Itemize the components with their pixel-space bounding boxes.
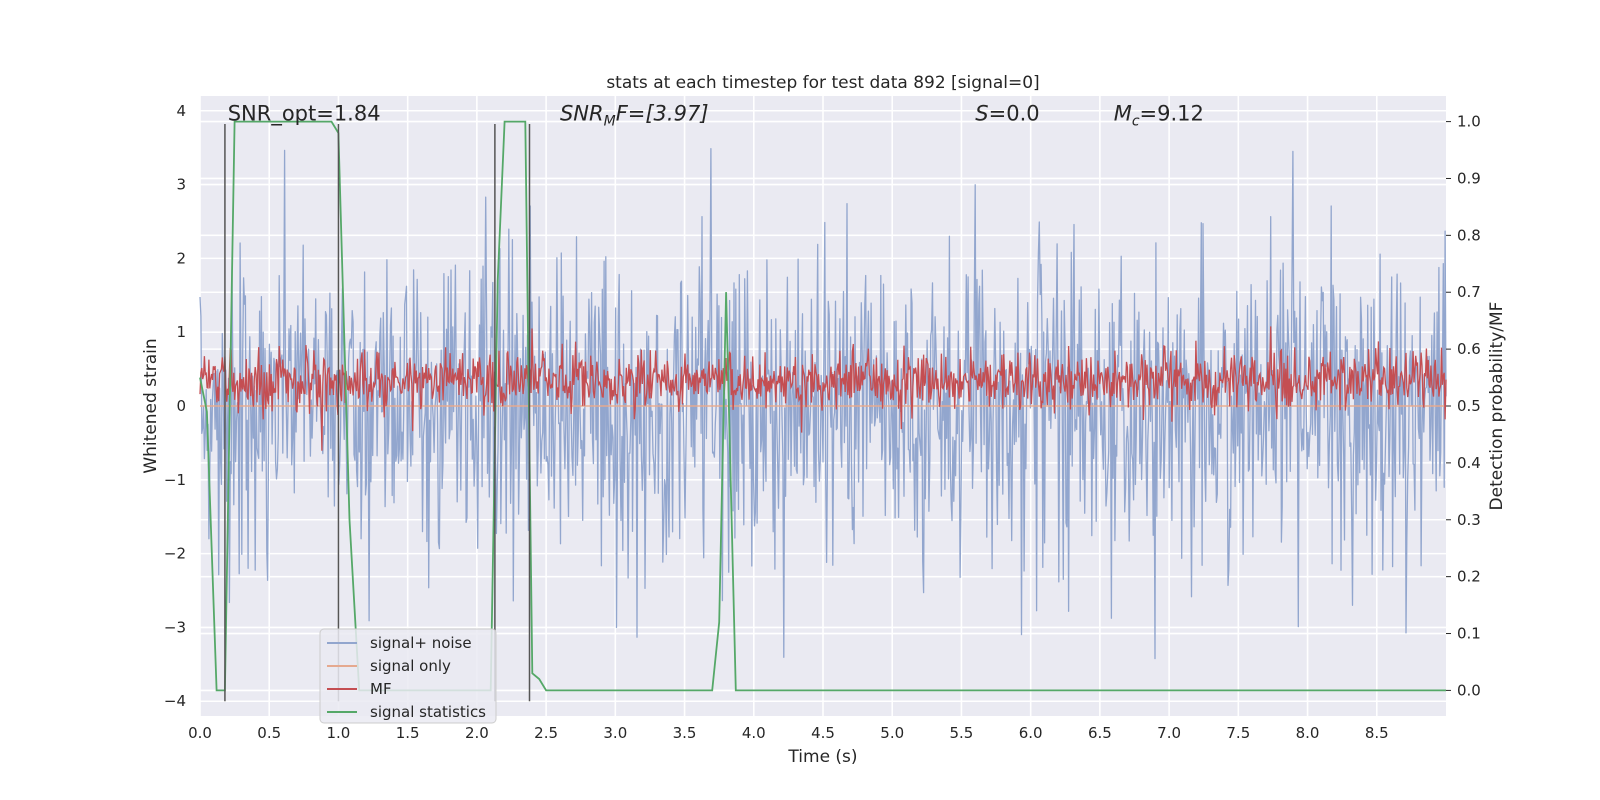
y-tick-label-right: 0.8 [1457, 226, 1481, 244]
annotation-text: SNRMF=[3.97] [560, 101, 709, 129]
legend-box [319, 628, 497, 724]
x-tick-label: 2.0 [465, 724, 489, 742]
y-tick-label-left: 2 [176, 249, 186, 267]
y-tick-label-right: 0.0 [1457, 681, 1481, 699]
x-tick-label: 6.0 [1019, 724, 1043, 742]
x-tick-label: 3.5 [673, 724, 697, 742]
x-tick-label: 4.5 [811, 724, 835, 742]
x-tick-label: 3.0 [603, 724, 627, 742]
annotation-tail: =0.0 [989, 101, 1040, 125]
y-tick-label-right: 0.4 [1457, 454, 1481, 472]
chart-title: stats at each timestep for test data 892… [606, 73, 1039, 93]
x-axis-label: Time (s) [787, 747, 857, 767]
y-tick-label-left: 1 [176, 323, 186, 341]
x-tick-label: 5.5 [950, 724, 974, 742]
x-tick-label: 8.5 [1365, 724, 1389, 742]
y-tick-label-right: 0.7 [1457, 283, 1481, 301]
y-tick-label-left: 4 [176, 102, 186, 120]
series-layer [199, 120, 1447, 692]
annotation-text: SNR_opt=1.84 [228, 101, 381, 126]
y-axis-label-left: Whitened strain [141, 338, 161, 473]
annotation-subscript: M [604, 113, 616, 129]
y-tick-label-right: 0.1 [1457, 625, 1481, 643]
x-tick-label: 0.5 [257, 724, 281, 742]
annotation-subscript: c [1132, 113, 1140, 129]
y-tick-label-right: 0.6 [1457, 340, 1481, 358]
y-tick-label-left: −3 [164, 618, 186, 636]
y-tick-label-right: 0.3 [1457, 511, 1481, 529]
x-tick-label: 6.5 [1088, 724, 1112, 742]
annotation-base: SNR_opt=1.84 [228, 101, 381, 126]
annotation-text: S=0.0 [975, 101, 1039, 125]
annotation-base: S [975, 101, 988, 125]
x-tick-label: 5.0 [880, 724, 904, 742]
legend-entry: MF [370, 680, 392, 698]
x-tick-label: 2.5 [534, 724, 558, 742]
annotation-tail: F=[3.97] [616, 101, 709, 125]
tick-labels: 0.0 0.5 1.0 1.5 2.0 2.5 3.0 3.5 4.0 4.5 5.0 5.5 6.0 6… [164, 102, 1481, 742]
legend-entry: signal only [370, 657, 451, 675]
x-tick-label: 1.5 [396, 724, 420, 742]
x-tick-label: 8.0 [1296, 724, 1320, 742]
y-tick-label-right: 0.5 [1457, 397, 1481, 415]
y-tick-label-right: 1.0 [1457, 113, 1481, 131]
series-mf [199, 326, 1447, 451]
legend-entry: signal statistics [370, 703, 486, 721]
annotation-base: M [1114, 101, 1132, 125]
vertical-markers [224, 124, 531, 702]
x-tick-label: 0.0 [188, 724, 212, 742]
x-tick-label: 1.0 [327, 724, 351, 742]
y-tick-label-left: −1 [164, 471, 186, 489]
legend-entry: signal+ noise [370, 634, 472, 652]
x-tick-label: 7.0 [1157, 724, 1181, 742]
annotations: SNR_opt=1.84 SNRMF=[3.97] S=0.0 Mc=9.12 [228, 101, 1204, 129]
y-tick-label-left: 0 [176, 397, 186, 415]
legend: signal+ noise signal only MF signal statist… [319, 628, 497, 724]
annotation-tail: =9.12 [1140, 101, 1204, 125]
x-tick-label: 7.5 [1226, 724, 1250, 742]
y-tick-label-left: −4 [164, 692, 186, 710]
y-tick-label-left: 3 [176, 176, 186, 194]
series-signal-noise [199, 148, 1447, 660]
y-tick-label-right: 0.9 [1457, 169, 1481, 187]
annotation-text: Mc=9.12 [1114, 101, 1204, 129]
y-tick-label-left: −2 [164, 545, 186, 563]
annotation-base: SNR [560, 101, 604, 125]
y-tick-label-right: 0.2 [1457, 568, 1481, 586]
y-axis-label-right: Detection probability/MF [1487, 302, 1507, 511]
series-signal-statistics [199, 120, 1446, 692]
x-tick-label: 4.0 [742, 724, 766, 742]
